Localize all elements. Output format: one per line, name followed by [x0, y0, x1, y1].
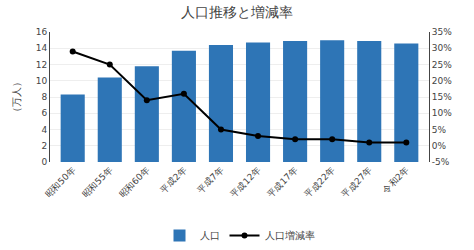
svg-text:35%: 35%: [432, 27, 452, 37]
svg-text:0: 0: [41, 157, 47, 167]
svg-text:平成27年: 平成27年: [340, 165, 374, 199]
svg-text:10%: 10%: [432, 108, 452, 118]
svg-text:平成22年: 平成22年: [303, 165, 337, 199]
svg-text:0%: 0%: [432, 141, 447, 151]
svg-text:人口増減率: 人口増減率: [265, 230, 315, 241]
svg-text:昭和60年: 昭和60年: [117, 165, 151, 199]
svg-text:昭和55年: 昭和55年: [80, 165, 114, 199]
svg-text:12: 12: [36, 60, 47, 70]
svg-text:30%: 30%: [432, 43, 452, 53]
svg-text:16: 16: [36, 27, 48, 37]
svg-text:（万人）: （万人）: [11, 77, 22, 117]
svg-text:人口推移と増減率: 人口推移と増減率: [181, 4, 293, 20]
svg-text:6: 6: [41, 108, 47, 118]
svg-text:25%: 25%: [432, 60, 452, 70]
svg-text:平成7年: 平成7年: [195, 165, 225, 195]
svg-text:-5%: -5%: [432, 157, 450, 167]
svg-text:5%: 5%: [432, 125, 447, 135]
svg-text:8: 8: [41, 92, 47, 102]
svg-text:20%: 20%: [432, 76, 452, 86]
svg-text:2: 2: [41, 141, 47, 151]
svg-text:令和2年: 令和2年: [381, 165, 411, 195]
svg-text:平成2年: 平成2年: [158, 165, 188, 195]
svg-text:15%: 15%: [432, 92, 452, 102]
svg-text:14: 14: [36, 43, 48, 53]
svg-text:平成17年: 平成17年: [265, 165, 299, 199]
svg-text:昭和50年: 昭和50年: [43, 165, 77, 199]
svg-text:平成12年: 平成12年: [228, 165, 262, 199]
svg-text:10: 10: [36, 76, 48, 86]
svg-text:人口: 人口: [200, 230, 220, 241]
svg-text:4: 4: [41, 125, 47, 135]
